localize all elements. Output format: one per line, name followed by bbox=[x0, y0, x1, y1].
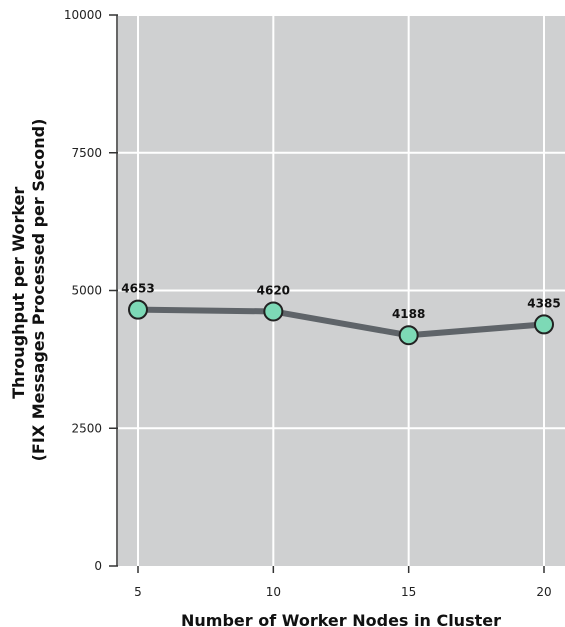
data-point-marker bbox=[398, 325, 419, 346]
data-labels: 4653 4620 4188 4385 bbox=[121, 282, 560, 322]
gridlines bbox=[118, 14, 565, 566]
data-point-marker bbox=[263, 301, 284, 322]
data-point-marker bbox=[534, 314, 554, 335]
data-point-label: 4188 bbox=[392, 307, 425, 321]
y-tick-label: 5000 bbox=[71, 284, 102, 298]
series bbox=[128, 299, 554, 346]
y-tick-label: 0 bbox=[94, 559, 102, 573]
data-point-marker bbox=[128, 299, 148, 320]
data-point-label: 4385 bbox=[527, 296, 560, 310]
x-tick-label: 5 bbox=[134, 585, 142, 599]
series-line bbox=[135, 306, 547, 339]
y-axis-title-line2: (FIX Messages Processed per Second) bbox=[29, 119, 48, 462]
x-tick-label: 15 bbox=[401, 585, 416, 599]
y-axis-title-line1: Throughput per Worker bbox=[9, 187, 28, 399]
axes: 5 10 15 20 0 2500 5000 7500 10000 bbox=[64, 8, 552, 599]
x-tick-label: 10 bbox=[266, 585, 281, 599]
data-point-label: 4653 bbox=[121, 282, 154, 296]
y-tick-label: 2500 bbox=[71, 421, 102, 435]
y-tick-label: 7500 bbox=[71, 146, 102, 160]
data-point-label: 4620 bbox=[257, 283, 290, 297]
y-axis-title: Throughput per Worker (FIX Messages Proc… bbox=[9, 119, 48, 462]
y-tick-label: 10000 bbox=[64, 8, 102, 22]
x-axis-title: Number of Worker Nodes in Cluster bbox=[181, 611, 501, 627]
x-tick-label: 20 bbox=[536, 585, 551, 599]
